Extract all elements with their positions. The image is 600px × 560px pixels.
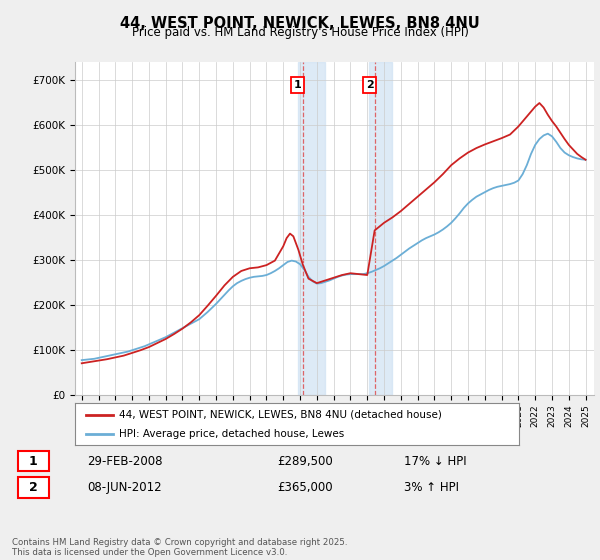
Text: HPI: Average price, detached house, Lewes: HPI: Average price, detached house, Lewe… [119, 429, 344, 439]
Text: 1: 1 [294, 80, 302, 90]
Bar [298, 62, 325, 395]
Text: 17% ↓ HPI: 17% ↓ HPI [404, 455, 466, 468]
Text: 3% ↑ HPI: 3% ↑ HPI [404, 481, 458, 494]
Text: £365,000: £365,000 [277, 481, 332, 494]
Text: 44, WEST POINT, NEWICK, LEWES, BN8 4NU (detached house): 44, WEST POINT, NEWICK, LEWES, BN8 4NU (… [119, 409, 442, 419]
Text: 44, WEST POINT, NEWICK, LEWES, BN8 4NU: 44, WEST POINT, NEWICK, LEWES, BN8 4NU [120, 16, 480, 31]
Bar [369, 62, 392, 395]
FancyBboxPatch shape [18, 477, 49, 498]
Text: 1: 1 [29, 455, 38, 468]
Text: 2: 2 [29, 481, 38, 494]
Text: 08-JUN-2012: 08-JUN-2012 [87, 481, 161, 494]
Text: 2: 2 [366, 80, 373, 90]
FancyBboxPatch shape [18, 451, 49, 472]
Text: Contains HM Land Registry data © Crown copyright and database right 2025.
This d: Contains HM Land Registry data © Crown c… [12, 538, 347, 557]
Text: Price paid vs. HM Land Registry's House Price Index (HPI): Price paid vs. HM Land Registry's House … [131, 26, 469, 39]
Text: £289,500: £289,500 [277, 455, 333, 468]
Text: 29-FEB-2008: 29-FEB-2008 [87, 455, 163, 468]
